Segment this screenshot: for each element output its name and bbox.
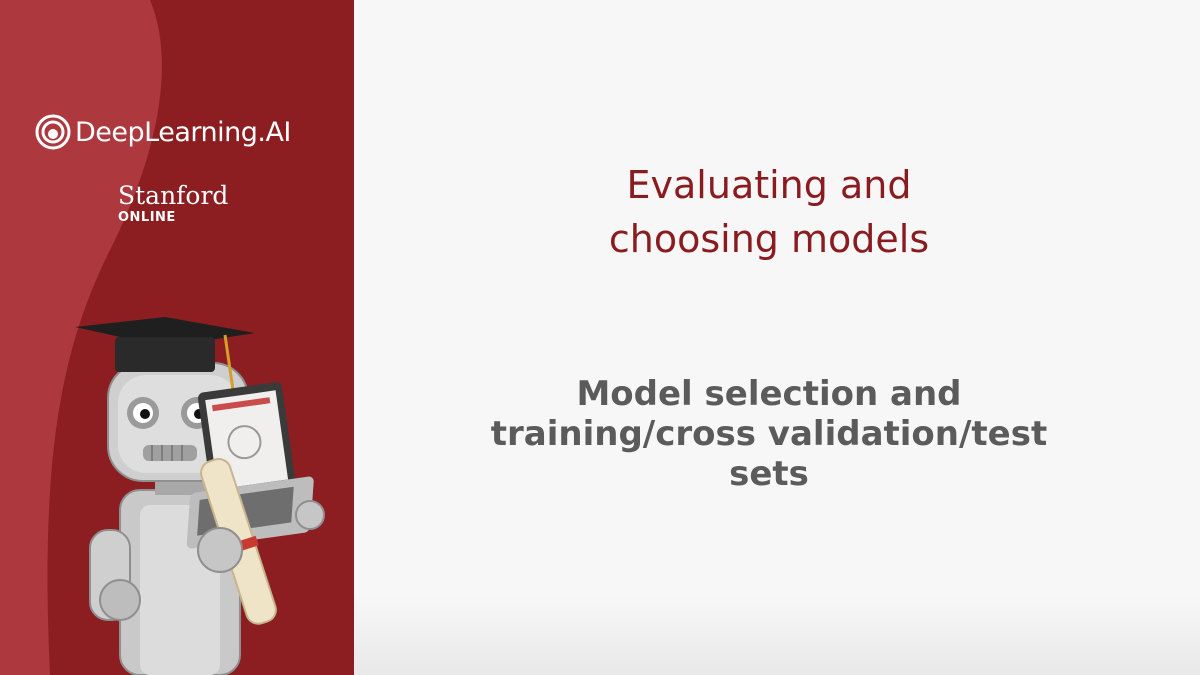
slide-title-line: choosing models — [608, 217, 930, 261]
brand-logo: DeepLearning.AI — [35, 114, 291, 150]
slide-subtitle-line: Model selection and — [576, 374, 962, 414]
stanford-online-logo: Stanford ONLINE — [118, 181, 229, 226]
slide-title-line: Evaluating and — [626, 163, 912, 207]
sidebar-panel: DeepLearning.AI Stanford ONLINE — [0, 0, 354, 675]
stanford-name: Stanford — [118, 181, 229, 210]
slide-subtitle-line: sets — [729, 454, 809, 494]
brand-name: DeepLearning.AI — [75, 116, 291, 148]
stanford-online-label: ONLINE — [118, 210, 176, 225]
slide-content: Evaluating and choosing models Model sel… — [354, 0, 1200, 675]
graduate-robot-illustration — [75, 317, 325, 675]
deeplearning-ai-logo-icon — [35, 114, 71, 150]
sidebar-wave-background — [0, 0, 162, 675]
slide-subtitle-line: training/cross validation/test — [490, 414, 1048, 454]
slide-subtitle: Model selection and training/cross valid… — [354, 374, 1184, 494]
slide-title: Evaluating and choosing models — [354, 158, 1184, 266]
